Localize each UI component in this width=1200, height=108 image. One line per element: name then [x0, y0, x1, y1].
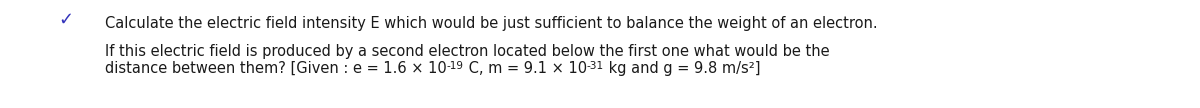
- Text: distance between them? [Given : e = 1.6 × 10: distance between them? [Given : e = 1.6 …: [106, 61, 446, 76]
- Text: If this electric field is produced by a second electron located below the first : If this electric field is produced by a …: [106, 44, 829, 60]
- Text: -19: -19: [446, 61, 463, 71]
- Text: ✓: ✓: [59, 11, 73, 29]
- Text: -31: -31: [587, 61, 604, 71]
- Text: kg and g = 9.8 m/s²]: kg and g = 9.8 m/s²]: [604, 61, 761, 76]
- Text: Calculate the electric field intensity E which would be just sufficient to balan: Calculate the electric field intensity E…: [106, 16, 877, 31]
- Text: C, m = 9.1 × 10: C, m = 9.1 × 10: [463, 61, 587, 76]
